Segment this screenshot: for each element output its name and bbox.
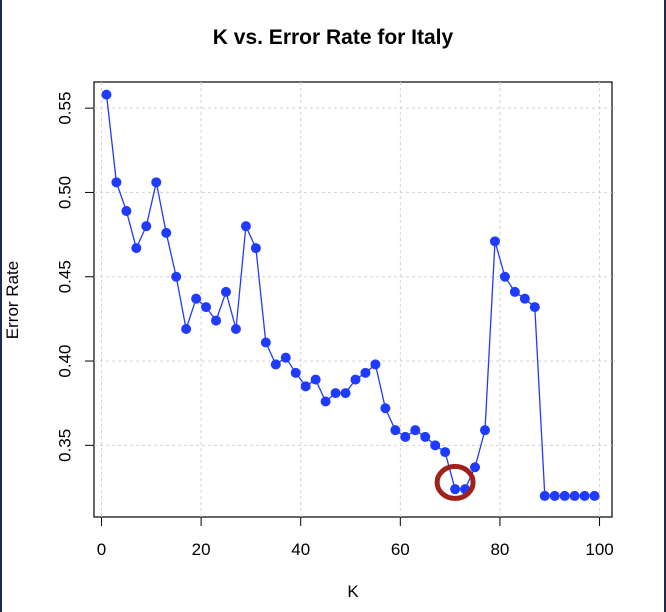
- data-point: [191, 293, 202, 304]
- data-point: [111, 177, 122, 188]
- x-axis: 0 20 40 60 80 100: [97, 517, 614, 559]
- data-point: [310, 374, 321, 385]
- plot-area: [93, 81, 613, 518]
- data-point: [489, 236, 500, 247]
- data-point: [400, 431, 411, 442]
- data-point: [420, 431, 431, 442]
- data-point: [509, 286, 520, 297]
- y-tick-label: 0.35: [55, 429, 74, 462]
- data-point: [330, 388, 341, 399]
- x-tick-label: 100: [585, 540, 613, 559]
- data-point: [380, 403, 391, 414]
- data-point: [290, 367, 301, 378]
- data-point: [131, 243, 142, 254]
- data-point: [350, 374, 361, 385]
- data-point: [450, 484, 461, 495]
- highlight-circle: [434, 463, 476, 501]
- data-point: [320, 396, 331, 407]
- y-tick-label: 0.45: [55, 260, 74, 293]
- y-axis: 0.35 0.40 0.45 0.50 0.55: [55, 92, 94, 462]
- data-point: [470, 462, 481, 473]
- data-point: [201, 302, 212, 313]
- data-point: [499, 271, 510, 282]
- data-point: [121, 205, 132, 216]
- data-point: [250, 243, 261, 254]
- data-point: [549, 490, 560, 501]
- x-axis-label: K: [347, 582, 359, 601]
- x-tick-label: 60: [391, 540, 410, 559]
- highlight-group: [434, 463, 476, 501]
- data-point: [181, 324, 192, 335]
- data-point: [340, 388, 351, 399]
- x-tick-label: 0: [97, 540, 106, 559]
- data-point: [171, 271, 182, 282]
- data-point: [270, 359, 281, 370]
- data-point: [440, 447, 451, 458]
- data-point: [161, 227, 172, 238]
- data-point: [579, 490, 590, 501]
- data-point: [559, 490, 570, 501]
- y-tick-label: 0.55: [55, 92, 74, 125]
- data-point: [410, 425, 421, 436]
- data-point: [230, 324, 241, 335]
- data-point: [220, 286, 231, 297]
- data-point: [360, 367, 371, 378]
- grid: [94, 82, 612, 517]
- data-point: [101, 89, 112, 100]
- data-point: [300, 381, 311, 392]
- data-point: [539, 490, 550, 501]
- x-tick-label: 40: [291, 540, 310, 559]
- data-point: [240, 221, 251, 232]
- x-tick-label: 20: [192, 540, 211, 559]
- data-point: [151, 177, 162, 188]
- series-error-rate: [101, 89, 600, 501]
- x-tick-label: 80: [490, 540, 509, 559]
- y-axis-label: Error Rate: [3, 261, 22, 339]
- y-tick-label: 0.40: [55, 344, 74, 377]
- data-point: [211, 315, 222, 326]
- data-point: [529, 302, 540, 313]
- data-point: [479, 425, 490, 436]
- data-point: [569, 490, 580, 501]
- data-point: [280, 352, 291, 363]
- data-point: [589, 490, 600, 501]
- data-point: [370, 359, 381, 370]
- chart-title: K vs. Error Rate for Italy: [212, 26, 454, 49]
- data-point: [141, 221, 152, 232]
- y-tick-label: 0.50: [55, 176, 74, 209]
- data-point: [430, 440, 441, 451]
- data-point: [390, 425, 401, 436]
- data-point: [260, 337, 271, 348]
- data-point: [519, 293, 530, 304]
